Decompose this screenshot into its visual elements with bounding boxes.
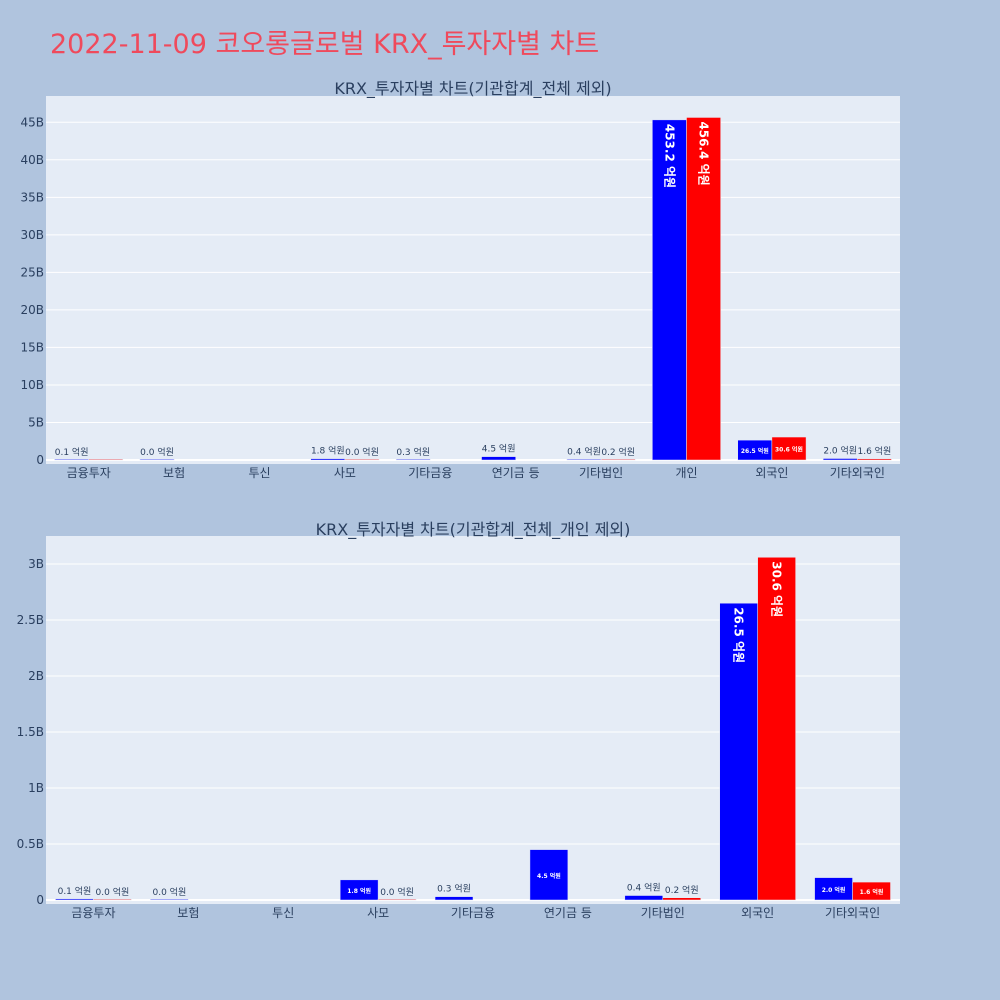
y-tick-label: 30B — [20, 228, 44, 242]
bar-series-2 — [686, 117, 721, 461]
bar-series-2 — [88, 458, 124, 461]
x-tick-label: 외국인 — [741, 906, 774, 920]
y-tick-label: 45B — [20, 115, 44, 129]
x-tick-label: 금융투자 — [67, 466, 111, 480]
bar-series-2 — [344, 458, 380, 461]
y-tick-label: 20B — [20, 303, 44, 317]
x-tick-label: 보험 — [177, 906, 199, 920]
x-tick-label: 기타법인 — [641, 906, 685, 920]
y-tick-label: 2.5B — [17, 613, 44, 627]
bar-series-2 — [771, 436, 807, 461]
y-tick-label: 5B — [28, 415, 44, 429]
data-label: 30.6 억원 — [775, 446, 803, 454]
chart-title: KRX_투자자별 차트(기관합계_전체_개인 제외) — [316, 520, 631, 540]
y-tick-label: 0 — [36, 453, 44, 467]
chart-panel-1: 0 5B 10B 15B 20B 25B 30B 35B 40B 45B KRX_투자자별 차트(기… — [20, 79, 900, 480]
y-tick-label: 25B — [20, 265, 44, 279]
x-tick-label: 외국인 — [755, 466, 788, 480]
data-label: 0.4 억원 — [567, 446, 601, 458]
x-tick-label: 연기금 등 — [492, 466, 540, 480]
bar-series-1 — [529, 849, 569, 901]
data-label: 0.3 억원 — [396, 446, 430, 458]
data-label: 0.1 억원 — [55, 446, 89, 458]
data-label: 26.5 억원 — [732, 607, 746, 663]
bar-series-1 — [434, 896, 474, 901]
data-label: 0.0 억원 — [140, 446, 174, 458]
y-tick-label: 0 — [36, 893, 44, 907]
data-label: 26.5 억원 — [741, 447, 769, 455]
y-tick-label: 40B — [20, 153, 44, 167]
x-tick-label: 사모 — [367, 906, 389, 920]
data-label: 0.0 억원 — [380, 886, 414, 898]
chart-panel-2: 0 0.5B 1B 1.5B 2B 2.5B 3B KRX_투자자별 차트(기관합계_전체_개… — [17, 520, 900, 920]
bar-series-1 — [310, 458, 346, 461]
bar-series-1 — [566, 458, 602, 461]
bar-series-1 — [652, 119, 687, 461]
bar-series-1 — [719, 602, 758, 901]
x-tick-label: 기타외국인 — [825, 906, 880, 920]
chart-title: KRX_투자자별 차트(기관합계_전체 제외) — [334, 79, 611, 99]
data-label: 0.0 억원 — [152, 886, 186, 898]
data-label: 2.0 억원 — [823, 444, 857, 456]
x-tick-label: 기타법인 — [579, 466, 623, 480]
bar-series-2 — [93, 898, 132, 901]
data-label: 1.6 억원 — [860, 888, 884, 896]
x-tick-label: 보험 — [163, 466, 185, 480]
bar-series-1 — [624, 895, 664, 901]
bar-series-2 — [377, 898, 417, 901]
x-tick-label: 기타금융 — [451, 906, 495, 920]
data-label: 30.6 억원 — [770, 561, 784, 617]
y-tick-label: 15B — [20, 340, 44, 354]
data-label: 4.5 억원 — [537, 872, 561, 880]
x-tick-label: 기타외국인 — [830, 466, 885, 480]
bar-series-2 — [662, 897, 701, 901]
plot-area — [46, 96, 900, 464]
bar-series-2 — [757, 557, 796, 901]
data-label: 0.1 억원 — [58, 885, 92, 897]
y-tick-label: 3B — [28, 557, 44, 571]
data-label: 0.2 억원 — [665, 884, 699, 896]
data-label: 0.0 억원 — [345, 446, 379, 458]
x-tick-label: 투신 — [248, 466, 270, 480]
y-tick-label: 1.5B — [17, 725, 44, 739]
data-label: 0.3 억원 — [437, 883, 471, 895]
x-tick-label: 연기금 등 — [544, 906, 592, 920]
data-label: 1.8 억원 — [311, 445, 345, 457]
bar-series-1 — [822, 458, 858, 461]
data-label: 0.4 억원 — [627, 882, 661, 894]
y-tick-label: 1B — [28, 781, 44, 795]
bar-series-1 — [395, 458, 431, 461]
x-tick-label: 기타금융 — [408, 466, 452, 480]
data-label: 0.2 억원 — [601, 446, 635, 458]
x-tick-label: 투신 — [272, 906, 294, 920]
x-tick-label: 금융투자 — [71, 906, 115, 920]
data-label: 456.4 억원 — [697, 121, 711, 185]
bar-series-2 — [600, 458, 636, 461]
bar-series-1 — [55, 898, 94, 901]
y-tick-label: 2B — [28, 669, 44, 683]
bar-series-2 — [852, 881, 891, 901]
y-tick-label: 10B — [20, 378, 44, 392]
data-label: 4.5 억원 — [482, 443, 516, 455]
bar-series-1 — [339, 879, 379, 901]
page-title: 2022-11-09 코오롱글로벌 KRX_투자자별 차트 — [50, 29, 600, 60]
data-label: 0.0 억원 — [96, 886, 130, 898]
y-tick-label: 35B — [20, 190, 44, 204]
x-tick-label: 개인 — [675, 466, 697, 480]
data-label: 1.8 억원 — [347, 887, 371, 895]
x-tick-label: 사모 — [334, 466, 356, 480]
bar-series-1 — [54, 458, 89, 461]
data-label: 2.0 억원 — [822, 886, 846, 894]
bar-series-2 — [857, 458, 892, 461]
bar-series-1 — [150, 898, 189, 901]
data-label: 1.6 억원 — [858, 445, 892, 457]
y-tick-label: 0.5B — [17, 837, 44, 851]
data-label: 453.2 억원 — [662, 124, 676, 188]
bar-series-1 — [481, 456, 516, 461]
bar-series-1 — [139, 458, 175, 461]
